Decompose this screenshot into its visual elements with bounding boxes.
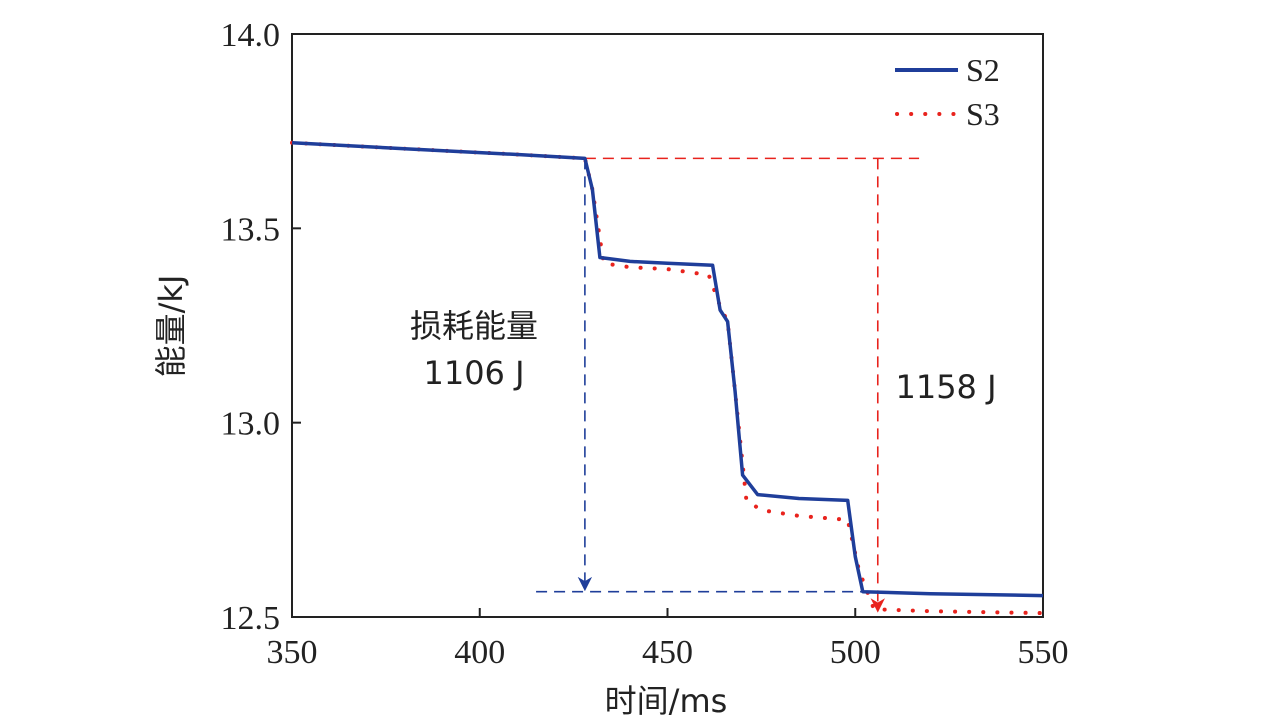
x-tick-label-550: 550 [1018,634,1069,671]
plot-border [291,33,1044,618]
annotation-loss-value: 1106 J [423,354,524,392]
legend-label-s2: S2 [966,52,1000,88]
y-tick-label-13.5: 13.5 [221,211,281,248]
annotation-loss-label: 损耗能量 [410,307,538,345]
series-line-s2 [291,141,1044,598]
y-axis-title: 能量/kJ [152,275,190,378]
y-tick-label-12.5: 12.5 [221,600,281,637]
plot-area [291,33,1044,618]
legend-label-s3: S3 [966,96,1000,132]
ticks-layer: 350 400 450 500 550 14.0 13.5 13.0 12.5 [221,17,1069,671]
legend: S2 S3 [895,52,1000,132]
y-tick-label-13.0: 13.0 [221,406,281,443]
series-layer [290,140,1045,616]
y-tick-label-14.0: 14.0 [221,17,281,54]
x-tick-label-400: 400 [454,634,505,671]
annotation-red-value: 1158 J [895,368,996,406]
x-tick-label-350: 350 [267,634,318,671]
x-tick-label-450: 450 [642,634,693,671]
x-axis-title: 时间/ms [605,682,728,720]
reference-lines [536,157,920,613]
x-tick-label-500: 500 [830,634,881,671]
